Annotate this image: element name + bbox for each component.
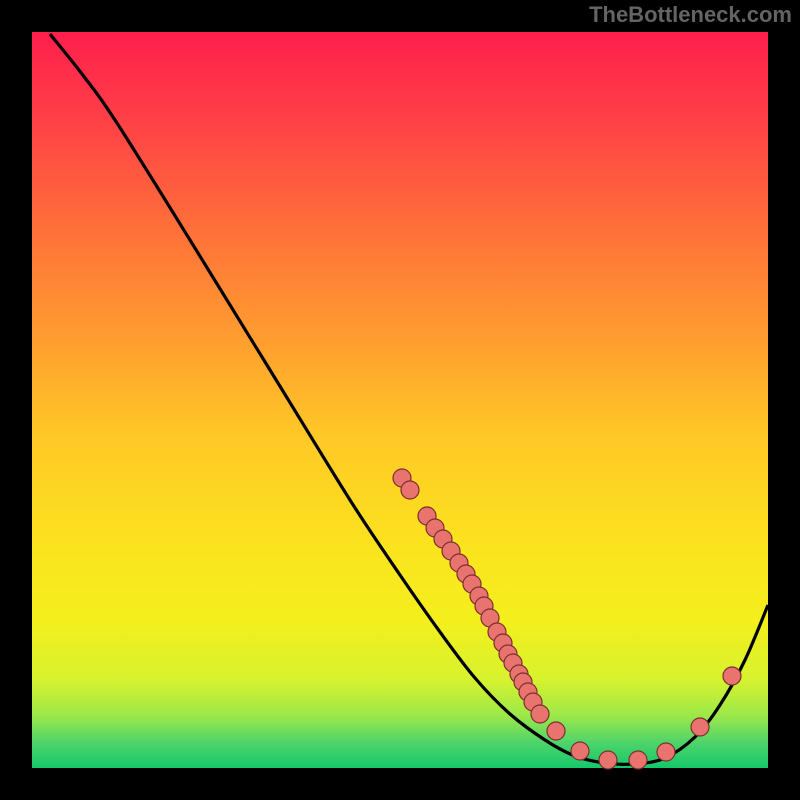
data-marker [547, 722, 565, 740]
data-marker [657, 743, 675, 761]
chart-container: TheBottleneck.com [0, 0, 800, 800]
watermark-text: TheBottleneck.com [589, 2, 792, 28]
data-marker [599, 751, 617, 769]
plot-background [32, 32, 768, 768]
data-marker [401, 481, 419, 499]
data-marker [531, 705, 549, 723]
data-marker [571, 742, 589, 760]
bottleneck-chart [0, 0, 800, 800]
data-marker [691, 718, 709, 736]
data-marker [629, 751, 647, 769]
data-marker [723, 667, 741, 685]
